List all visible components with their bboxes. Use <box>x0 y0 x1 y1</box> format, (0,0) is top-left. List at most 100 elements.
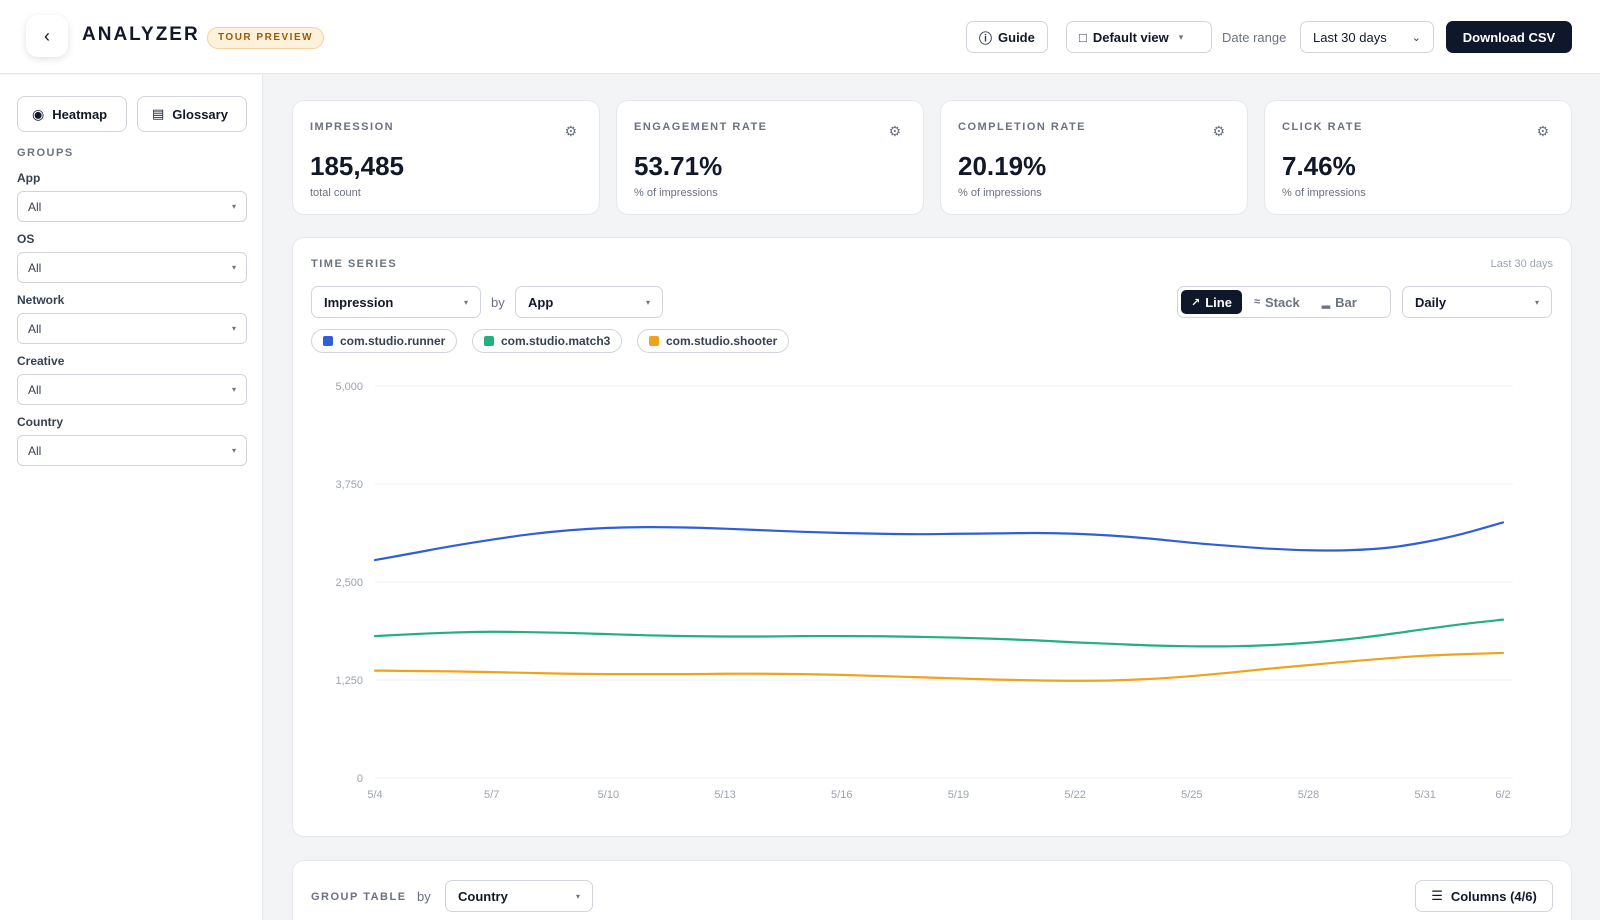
filter-app: App All ▾ <box>17 171 247 222</box>
x-tick-label: 5/25 <box>1181 789 1202 801</box>
kpi-card-impression: IMPRESSION ⚙ 185,485 total count <box>292 100 600 215</box>
kpi-value: 20.19% <box>958 151 1047 181</box>
date-range-value: Last 30 days <box>1313 29 1387 45</box>
granularity-value: Daily <box>1415 294 1447 310</box>
chevron-down-icon: ▾ <box>1178 31 1184 42</box>
legend-chip-shooter[interactable]: com.studio.shooter <box>637 329 790 353</box>
date-range-select[interactable]: Last 30 days ⌄ <box>1300 21 1434 53</box>
filter-app-select[interactable]: All ▾ <box>17 191 247 222</box>
app-title: ANALYZER <box>82 24 200 45</box>
heatmap-button[interactable]: ◉ Heatmap <box>17 96 127 132</box>
legend-label: com.studio.shooter <box>666 334 778 348</box>
legend-label: com.studio.runner <box>340 334 446 348</box>
heatmap-icon: ◉ <box>32 105 45 122</box>
filter-os: OS All ▾ <box>17 232 247 283</box>
kpi-label: COMPLETION RATE <box>958 121 1087 133</box>
gear-icon[interactable]: ⚙ <box>1536 123 1549 139</box>
glossary-label: Glossary <box>172 106 228 122</box>
kpi-label: ENGAGEMENT RATE <box>634 121 768 133</box>
x-tick-label: 5/4 <box>367 789 382 801</box>
legend-chip-match3[interactable]: com.studio.match3 <box>472 329 623 353</box>
time-series-chart: 5,000 3,750 2,500 1,250 0 5/4 5/7 5/10 5/13 5/16 5… <box>335 381 1513 801</box>
kpi-sub: % of impressions <box>634 187 718 199</box>
chevron-down-icon: ▾ <box>231 263 236 272</box>
columns-label: Columns (4/6) <box>1450 888 1537 904</box>
legend-chip-runner[interactable]: com.studio.runner <box>311 329 458 353</box>
filter-creative: Creative All ▾ <box>17 354 247 405</box>
filter-country-select[interactable]: All ▾ <box>17 435 247 466</box>
filter-value: All <box>28 382 42 397</box>
filter-label: Network <box>17 293 65 307</box>
time-series-title: TIME SERIES <box>311 258 398 270</box>
guide-button[interactable]: ⓘ Guide <box>966 21 1048 53</box>
heatmap-label: Heatmap <box>52 106 108 122</box>
mode-bar-button[interactable]: ▂ Bar <box>1312 290 1367 314</box>
back-button[interactable]: ‹ <box>26 15 68 57</box>
default-view-label: Default view <box>1092 29 1169 45</box>
bookmark-icon: □ <box>1079 29 1087 45</box>
filter-creative-select[interactable]: All ▾ <box>17 374 247 405</box>
granularity-select[interactable]: Daily ▾ <box>1402 286 1552 318</box>
filter-value: All <box>28 443 42 458</box>
by-label: by <box>491 295 505 310</box>
mode-line-button[interactable]: ↗ Line <box>1181 290 1242 314</box>
columns-button[interactable]: ☰ Columns (4/6) <box>1415 880 1553 912</box>
group-table-card: GROUP TABLE by Country ▾ ☰ Columns (4/6) <box>292 860 1572 920</box>
group-table-value: Country <box>458 888 508 904</box>
gear-icon[interactable]: ⚙ <box>888 123 901 139</box>
by-label: by <box>417 889 431 904</box>
groups-title: GROUPS <box>17 147 74 159</box>
chevron-down-icon: ▾ <box>575 891 580 901</box>
stack-chart-icon: ≈ <box>1253 296 1260 308</box>
chevron-left-icon: ‹ <box>44 25 50 46</box>
sidebar: ◉ Heatmap ▤ Glossary GROUPS App All ▾ OS … <box>0 75 263 920</box>
date-range-label: Date range <box>1222 30 1287 45</box>
kpi-card-click-rate: CLICK RATE ⚙ 7.46% % of impressions <box>1264 100 1572 215</box>
filter-label: App <box>17 171 41 185</box>
x-tick-label: 5/16 <box>831 789 852 801</box>
metric-value: Impression <box>324 294 394 310</box>
book-icon: ▤ <box>152 106 165 121</box>
group-table-title: GROUP TABLE <box>311 891 407 903</box>
top-bar: ‹ ANALYZER TOUR PREVIEW ⓘ Guide □ Defaul… <box>0 0 1600 74</box>
kpi-label: CLICK RATE <box>1282 121 1363 133</box>
kpi-card-completion-rate: COMPLETION RATE ⚙ 20.19% % of impression… <box>940 100 1248 215</box>
mode-stack-button[interactable]: ≈ Stack <box>1244 290 1310 314</box>
series-line-2 <box>373 651 1505 682</box>
tour-preview-badge: TOUR PREVIEW <box>207 27 325 49</box>
filter-os-select[interactable]: All ▾ <box>17 252 247 283</box>
filter-network-select[interactable]: All ▾ <box>17 313 247 344</box>
kpi-sub: total count <box>310 187 361 199</box>
y-tick-label: 3,750 <box>335 479 363 491</box>
filter-label: Creative <box>17 354 65 368</box>
kpi-value: 7.46% <box>1282 151 1356 181</box>
default-view-button[interactable]: □ Default view ▾ <box>1066 21 1212 53</box>
legend-swatch <box>484 336 494 346</box>
filter-label: OS <box>17 232 35 246</box>
x-tick-label: 5/10 <box>598 789 619 801</box>
bar-chart-icon: ▂ <box>1321 296 1331 309</box>
filter-value: All <box>28 260 42 275</box>
list-icon: ☰ <box>1431 888 1443 903</box>
legend-swatch <box>323 336 333 346</box>
group-by-select[interactable]: App ▾ <box>515 286 663 318</box>
download-csv-button[interactable]: Download CSV <box>1446 21 1572 53</box>
chevron-down-icon: ▾ <box>231 324 236 333</box>
y-tick-label: 5,000 <box>335 381 363 393</box>
chevron-down-icon: ⌄ <box>1411 31 1421 44</box>
x-tick-label: 5/22 <box>1064 789 1085 801</box>
metric-select[interactable]: Impression ▾ <box>311 286 481 318</box>
info-icon: ⓘ <box>979 30 993 46</box>
group-by-value: App <box>528 294 554 310</box>
y-tick-label: 0 <box>357 773 363 785</box>
filter-value: All <box>28 199 42 214</box>
gear-icon[interactable]: ⚙ <box>1212 123 1225 139</box>
x-tick-label: 5/28 <box>1298 789 1319 801</box>
glossary-button[interactable]: ▤ Glossary <box>137 96 247 132</box>
guide-label: Guide <box>998 29 1035 45</box>
x-tick-label: 5/13 <box>714 789 735 801</box>
group-table-select[interactable]: Country ▾ <box>445 880 593 912</box>
y-tick-label: 1,250 <box>335 675 363 687</box>
series-line-0 <box>373 521 1505 562</box>
gear-icon[interactable]: ⚙ <box>564 123 577 139</box>
